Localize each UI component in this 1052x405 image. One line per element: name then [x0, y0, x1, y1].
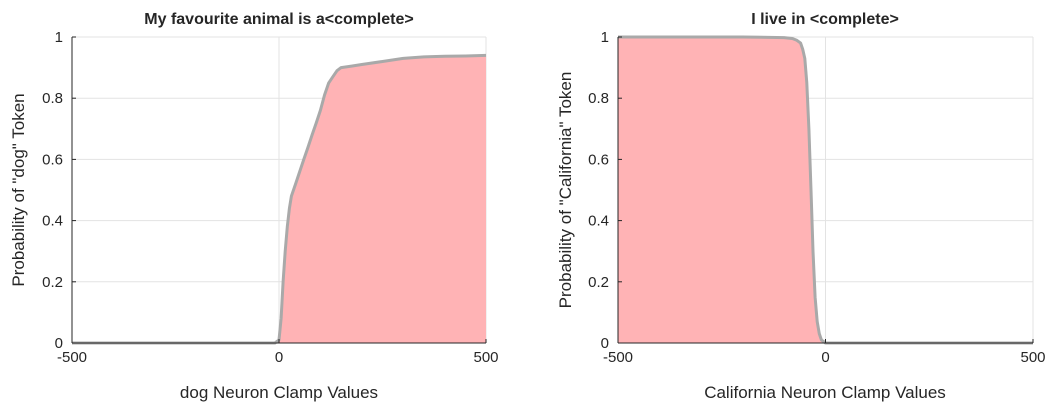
y-tick-label: 0.2 [42, 274, 63, 291]
x-tick-label: -500 [603, 349, 633, 366]
x-tick-label: 500 [1020, 349, 1045, 366]
series-line [618, 35, 1033, 345]
y-axis-label: Probability of "California" Token [556, 72, 575, 309]
y-tick-label: 1 [601, 29, 609, 46]
area-fill [72, 55, 486, 344]
y-tick-label: 1 [55, 29, 63, 46]
x-tick-label: 0 [275, 349, 283, 366]
x-axis-label: California Neuron Clamp Values [704, 383, 946, 402]
y-tick-label: 0 [601, 335, 609, 352]
area-fill [618, 37, 1033, 343]
y-tick-label: 0.6 [42, 151, 63, 168]
y-tick-label: 0.8 [42, 90, 63, 107]
y-tick-label: 0 [55, 335, 63, 352]
x-tick-label: 500 [473, 349, 498, 366]
y-tick-label: 0.2 [588, 274, 609, 291]
chart-right: I live in <complete> -500 0 50000.20.40.60… [556, 11, 1046, 402]
x-tick-label: 0 [821, 349, 829, 366]
y-tick-label: 0.6 [588, 151, 609, 168]
plot-series [72, 53, 487, 345]
x-axis-label: dog Neuron Clamp Values [180, 383, 378, 402]
chart-left: My favourite animal is a<complete> -500 0… [9, 11, 499, 402]
y-axis-label: Probability of "dog" Token [9, 93, 28, 286]
plot-axes [71, 36, 487, 344]
y-tick-label: 0.8 [588, 90, 609, 107]
plot-series [618, 35, 1033, 345]
y-tick-label: 0.4 [42, 213, 63, 230]
plot-axes [617, 36, 1034, 344]
chart-title: I live in <complete> [751, 11, 899, 28]
x-tick-label: -500 [57, 349, 87, 366]
chart-title: My favourite animal is a<complete> [144, 11, 413, 28]
series-line [72, 53, 487, 345]
y-tick-label: 0.4 [588, 213, 609, 230]
